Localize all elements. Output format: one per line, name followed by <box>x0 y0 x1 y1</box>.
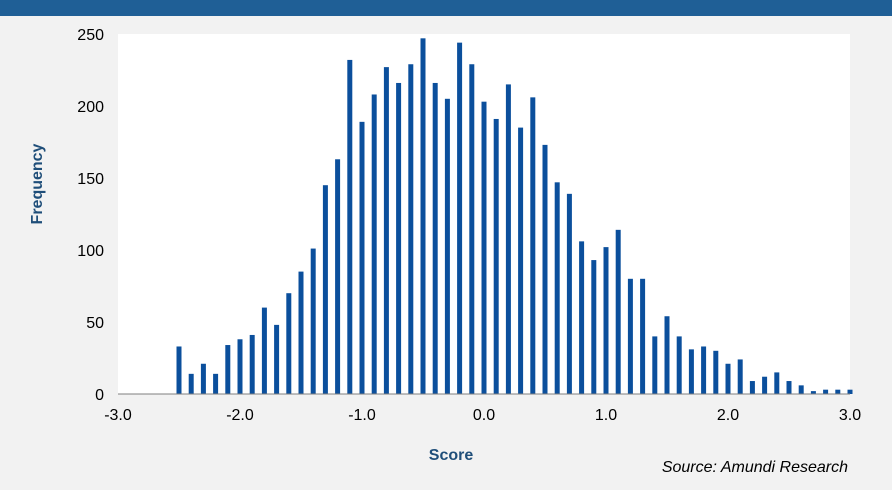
histogram-bar <box>652 336 658 394</box>
histogram-bar <box>676 336 682 394</box>
histogram-bar <box>408 64 414 395</box>
y-axis-title: Frequency <box>29 143 46 224</box>
histogram-bar <box>640 278 646 394</box>
histogram-bar <box>237 339 243 394</box>
bars-group <box>176 38 853 395</box>
y-tick-label: 150 <box>77 171 104 188</box>
histogram-bar <box>530 97 536 395</box>
histogram-bar <box>359 121 365 394</box>
histogram-bar <box>249 334 255 394</box>
histogram-bar <box>518 127 524 394</box>
histogram-bar <box>591 260 597 394</box>
histogram-bar <box>298 271 304 394</box>
histogram-bar <box>274 324 280 394</box>
histogram-bar <box>335 159 341 394</box>
histogram-bar <box>774 372 780 394</box>
histogram-bar <box>579 241 585 394</box>
histogram-bar <box>542 144 548 394</box>
x-ticks: -3.0 -2.0 -1.0 0.0 1.0 2.0 3.0 <box>104 407 861 424</box>
x-tick-label: -3.0 <box>104 407 132 424</box>
histogram-bar <box>213 373 219 394</box>
x-tick-label: 1.0 <box>595 407 617 424</box>
histogram-bar <box>566 193 572 394</box>
histogram-bar <box>176 346 182 394</box>
histogram-bar <box>310 248 316 394</box>
x-tick-label: -2.0 <box>226 407 254 424</box>
histogram-bar <box>713 350 719 394</box>
histogram-bar <box>457 42 463 394</box>
histogram-bar <box>396 82 402 395</box>
histogram-bar <box>420 38 426 394</box>
y-tick-label: 100 <box>77 243 104 260</box>
histogram-bar <box>823 389 829 394</box>
histogram-bar <box>286 293 292 394</box>
x-tick-label: -1.0 <box>348 407 376 424</box>
histogram-bar <box>615 229 621 394</box>
y-ticks: 0 50 100 150 200 250 <box>77 27 104 404</box>
histogram-bar <box>688 349 694 394</box>
y-tick-label: 50 <box>86 315 104 332</box>
histogram-bar <box>847 389 853 394</box>
histogram-bar <box>322 185 328 394</box>
histogram-bar <box>762 376 768 394</box>
histogram-bar <box>627 278 633 394</box>
histogram-bar <box>188 373 194 394</box>
x-axis-title: Score <box>429 447 474 464</box>
histogram-bar <box>347 59 353 395</box>
histogram-bar <box>810 391 816 394</box>
histogram-bar <box>835 389 841 394</box>
x-tick-label: 2.0 <box>717 407 739 424</box>
histogram-bar <box>749 381 755 394</box>
histogram-bar <box>469 64 475 395</box>
histogram-bar <box>786 381 792 394</box>
x-tick-label: 3.0 <box>839 407 861 424</box>
source-note: Source: Amundi Research <box>662 459 848 476</box>
histogram-bar <box>664 316 670 394</box>
header-band <box>0 0 892 16</box>
histogram-bar <box>383 67 389 395</box>
histogram-bar <box>554 182 560 394</box>
histogram-bar <box>505 84 511 395</box>
histogram-bar <box>261 307 267 394</box>
histogram-bar <box>798 385 804 394</box>
histogram-bar <box>444 98 450 395</box>
histogram-bar <box>200 363 206 394</box>
y-tick-label: 250 <box>77 27 104 44</box>
histogram-bar <box>225 345 231 394</box>
histogram-bar <box>701 346 707 394</box>
histogram-bar <box>493 118 499 395</box>
histogram-bar <box>603 247 609 394</box>
histogram-bar <box>432 82 438 395</box>
histogram-bar <box>725 363 731 394</box>
x-tick-label: 0.0 <box>473 407 495 424</box>
y-tick-label: 0 <box>95 387 104 404</box>
histogram-bar <box>371 94 377 394</box>
y-tick-label: 200 <box>77 99 104 116</box>
histogram-bar <box>737 359 743 394</box>
histogram-bar <box>481 101 487 395</box>
